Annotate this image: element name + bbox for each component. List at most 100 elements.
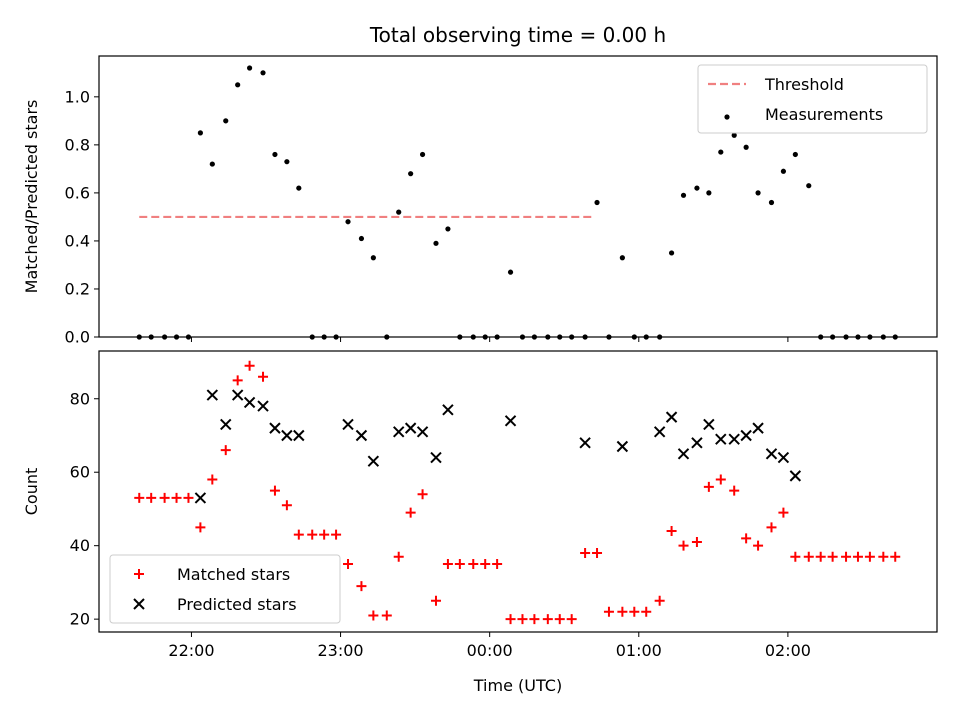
predicted-star-marker (691, 437, 703, 449)
matched-star-marker (232, 375, 243, 386)
x-tick-label: 23:00 (318, 641, 364, 660)
matched-star-marker (331, 529, 342, 540)
predicted-star-marker (789, 470, 802, 482)
series-matched-stars (134, 360, 901, 625)
legend-label: Threshold (764, 75, 844, 94)
y-tick-label: 80 (70, 389, 90, 408)
matched-star-marker (529, 614, 540, 625)
matched-star-marker (641, 606, 652, 617)
legend-label: Matched stars (177, 565, 290, 584)
axes-frame (98, 350, 938, 633)
matched-star-marker (171, 492, 182, 503)
predicted-star-marker (269, 422, 281, 434)
measurement-point (235, 82, 241, 88)
measurement-point (718, 149, 724, 155)
matched-star-marker (803, 551, 814, 562)
predicted-star-marker (740, 429, 752, 442)
chart-title: Total observing time = 0.00 h (369, 23, 666, 47)
measurement-point (706, 190, 712, 196)
measurement-point (433, 240, 439, 246)
matched-star-marker (617, 606, 628, 617)
measurement-point (755, 190, 761, 196)
matched-star-marker (715, 474, 726, 485)
matched-star-marker (343, 559, 354, 570)
legend-entry: Measurements (724, 105, 883, 124)
matched-star-marker (790, 551, 801, 562)
matched-star-marker (815, 551, 826, 562)
predicted-star-marker (715, 433, 727, 445)
matched-star-marker (417, 489, 428, 500)
measurement-point (197, 130, 203, 136)
matched-star-marker (542, 614, 553, 625)
matched-star-marker (356, 581, 367, 592)
legend-label: Measurements (765, 105, 883, 124)
series-predicted-stars (194, 389, 802, 504)
measurement-point (694, 185, 700, 191)
measurement-point (619, 255, 625, 261)
matched-star-marker (159, 492, 170, 503)
measurement-point (792, 151, 798, 158)
measurement-point (743, 144, 749, 150)
predicted-star-marker (677, 448, 690, 460)
matched-star-marker (195, 522, 206, 533)
matched-star-marker (505, 614, 516, 625)
measurement-point (296, 185, 302, 191)
bottom-panel: 20 40 60 80 22:00 23:00 00:00 01:00 02:00 Count Ti… (22, 350, 938, 695)
predicted-star-marker (752, 422, 764, 434)
measurement-point (370, 255, 376, 261)
measurement-point (445, 226, 451, 232)
y-tick-label: 0.4 (65, 231, 90, 250)
matched-star-marker (852, 551, 863, 562)
matched-star-marker (654, 595, 665, 606)
predicted-star-marker (430, 451, 442, 464)
predicted-star-marker (393, 426, 405, 438)
matched-star-marker (454, 559, 465, 570)
measurement-point (396, 209, 402, 215)
measurement-point (780, 168, 787, 174)
predicted-star-marker (243, 396, 256, 409)
matched-star-marker (368, 610, 379, 621)
measurement-point (806, 183, 812, 189)
predicted-star-marker (257, 400, 269, 412)
legend-label: Predicted stars (177, 595, 297, 614)
measurement-point (223, 118, 229, 124)
legend-swatch-matched (134, 569, 144, 579)
matched-star-marker (269, 485, 280, 496)
predicted-star-marker (194, 492, 207, 504)
matched-star-marker (864, 551, 875, 562)
measurement-point (594, 199, 600, 206)
predicted-star-marker (703, 418, 715, 431)
matched-star-marker (666, 525, 677, 536)
legend-entry: Predicted stars (133, 595, 297, 614)
series-measurements (136, 65, 898, 340)
predicted-star-marker (765, 448, 778, 460)
predicted-star-marker (728, 433, 740, 445)
measurement-point (247, 65, 253, 71)
matched-star-marker (878, 551, 889, 562)
matched-star-marker (741, 533, 752, 544)
matched-star-marker (293, 529, 304, 540)
predicted-star-marker (281, 429, 293, 442)
matched-star-marker (393, 551, 404, 562)
matched-star-marker (778, 507, 789, 518)
legend: Matched stars Predicted stars (109, 554, 341, 624)
top-panel: Total observing time = 0.00 h 0.0 0.2 0.4 0.… (22, 23, 938, 347)
matched-star-marker (766, 522, 777, 533)
x-tick-label: 02:00 (765, 641, 811, 660)
matched-star-marker (183, 492, 194, 503)
legend-entry: Matched stars (134, 565, 290, 584)
legend-swatch-measurements (724, 114, 730, 120)
x-axis-label: Time (UTC) (473, 676, 562, 695)
y-tick-label: 0.0 (65, 328, 90, 347)
predicted-star-marker (404, 422, 417, 434)
matched-star-marker (592, 548, 603, 559)
measurement-point (345, 219, 351, 225)
measurement-point (284, 159, 290, 165)
y-tick-label: 0.8 (65, 135, 90, 154)
matched-star-marker (841, 551, 852, 562)
predicted-star-marker (206, 389, 219, 401)
y-axis-label: Count (22, 468, 41, 516)
matched-star-marker (146, 492, 157, 503)
legend-box (697, 64, 928, 134)
